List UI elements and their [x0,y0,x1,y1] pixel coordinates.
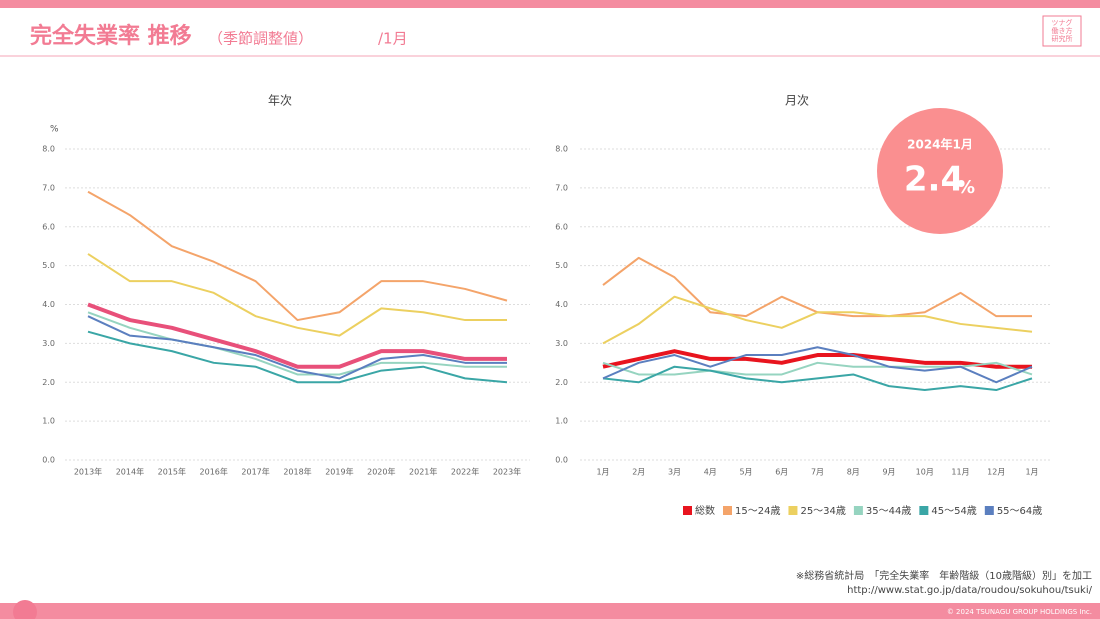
legend-swatch [788,506,798,515]
y-tick-label: 5.0 [42,261,55,270]
x-tick-label: 2015年 [158,467,186,477]
chart-title: 年次 [268,94,292,108]
x-tick-label: 1月 [596,468,609,477]
x-tick-label: 2013年 [74,467,102,477]
x-tick-label: 2月 [632,468,645,477]
footer-bar [0,603,1100,619]
x-tick-label: 7月 [811,468,824,477]
title: 完全失業率 推移 [30,23,192,49]
x-tick-label: 4月 [704,468,717,477]
y-tick-label: 4.0 [42,300,55,309]
series-line [602,365,1033,392]
series-line [602,295,1033,345]
legend: 総数 15～24歳 25～34歳 35～44歳 45～54歳 55～64歳 [683,504,1042,517]
badge-label: 2024年1月 [907,137,973,152]
legend-swatch [919,506,929,515]
y-tick-label: 1.0 [42,417,55,426]
charts: 年次% 0.0 1.0 2.0 3.0 4.0 5.0 6.0 7.0 8.0 2013年 2014年… [42,94,1050,477]
x-tick-label: 2021年 [409,467,437,477]
series-line [87,302,507,369]
top-bar [0,0,1100,8]
y-tick-label: 0.0 [555,456,568,465]
source-url: http://www.stat.go.jp/data/roudou/sokuho… [847,585,1093,596]
y-tick-label: 1.0 [555,417,568,426]
x-tick-label: 11月 [951,468,969,477]
y-tick-label: 6.0 [42,222,55,231]
x-tick-label: 2022年 [451,467,479,477]
legend-swatch [853,506,863,515]
series-line [602,346,1033,384]
series-line [602,256,1032,318]
y-tick-label: 5.0 [555,261,568,270]
logo: 研究所 [1052,34,1073,43]
x-tick-label: 3月 [668,468,681,477]
x-tick-label: 2019年 [325,467,353,477]
x-tick-label: 2023年 [493,467,521,477]
y-tick-label: 0.0 [42,456,55,465]
legend-label: 25～34歳 [800,505,845,517]
footer-dot [13,600,37,619]
x-tick-label: 12月 [987,468,1005,477]
x-tick-label: 2016年 [200,467,228,477]
y-tick-label: 8.0 [555,145,568,154]
y-tick-label: 4.0 [555,300,568,309]
legend-label: 総数 [695,504,715,517]
y-axis-label: % [50,125,59,135]
copyright: © 2024 TSUNAGU GROUP HOLDINGS Inc. [947,608,1092,616]
subtitle: （季節調整値） [208,30,313,48]
chart-title: 月次 [785,94,809,108]
x-tick-label: 1月 [1025,468,1038,477]
series-line [87,253,507,337]
y-tick-label: 2.0 [42,378,55,387]
y-tick-label: 6.0 [555,222,568,231]
y-tick-label: 8.0 [42,145,55,154]
y-tick-label: 7.0 [42,183,55,192]
logo: ツナグ [1052,18,1073,27]
series-line [602,349,1032,369]
x-tick-label: 9月 [882,468,895,477]
x-tick-label: 5月 [739,468,752,477]
legend-swatch [723,506,732,515]
y-tick-label: 2.0 [555,378,568,387]
legend-swatch [683,506,692,515]
series-line [87,311,507,376]
legend-label: 15～24歳 [735,505,780,517]
source: ※総務省統計局 「完全失業率 年齢階級（10歳階級）別」を加工 [796,569,1092,582]
y-tick-label: 3.0 [555,339,568,348]
logo: 働き方 [1052,26,1073,35]
badge-value: 2.4 [904,160,964,200]
series-line [87,315,507,380]
legend-label: 45～54歳 [931,505,976,517]
x-tick-label: 2017年 [241,467,269,477]
period: /1月 [378,30,408,48]
x-tick-label: 10月 [916,468,934,477]
y-tick-label: 3.0 [42,339,55,348]
series-line [87,190,508,322]
x-tick-label: 2014年 [116,467,144,477]
logo-box [1042,15,1082,47]
badge [877,108,1003,234]
x-tick-label: 2018年 [283,467,311,477]
y-tick-label: 7.0 [555,183,568,192]
legend-label: 55～64歳 [997,505,1042,517]
x-tick-label: 2020年 [367,467,395,477]
series-line [87,330,508,384]
legend-label: 35～44歳 [866,505,911,517]
badge-unit: % [957,177,975,198]
x-tick-label: 6月 [775,468,788,477]
legend-swatch [984,506,994,515]
x-tick-label: 8月 [847,468,860,477]
